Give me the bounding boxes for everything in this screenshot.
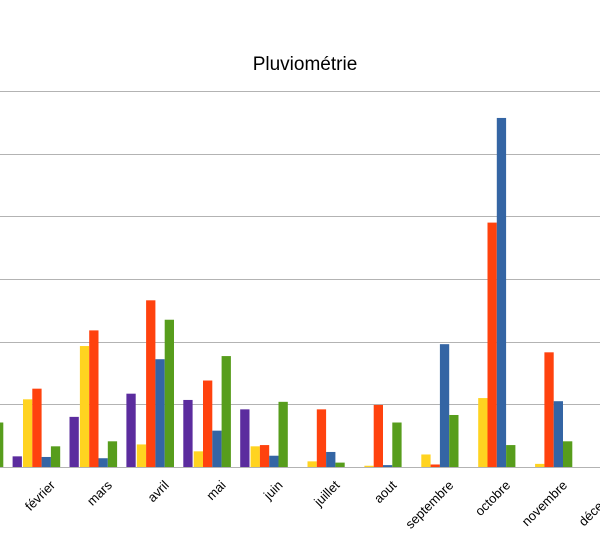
bar-septembre-series-3: [439, 344, 450, 467]
bar-mars-series-6: [126, 393, 136, 467]
bar-mars-series-4: [107, 441, 118, 467]
bar-mai-series-4: [221, 356, 231, 467]
bar-février-series-4: [50, 446, 61, 467]
x-tick-label: septembre: [402, 478, 456, 532]
bar-aout-series-2: [373, 404, 383, 467]
bar-octobre-series-2: [487, 222, 497, 467]
x-axis-labels: janvier février mars avril mai juin juillet aou…: [0, 477, 600, 532]
bars: [0, 117, 573, 467]
x-tick-label: juin: [260, 478, 286, 504]
x-tick-label: avril: [144, 477, 172, 505]
bar-juillet-series-1: [307, 461, 317, 467]
bar-aout-series-4: [392, 422, 402, 467]
bar-octobre-series-3: [496, 117, 507, 467]
bar-mars-series-3: [98, 458, 108, 467]
bar-mai-series-2: [203, 380, 213, 467]
bar-mai-series-3: [212, 430, 222, 467]
bar-septembre-series-1: [421, 454, 431, 467]
bar-juin-series-4: [278, 401, 288, 467]
bar-juillet-series-3: [326, 451, 336, 467]
bar-avril-series-3: [155, 359, 165, 467]
bar-juin-series-2: [259, 445, 270, 467]
bar-janvier-series-6: [12, 456, 22, 467]
x-tick-label: novembre: [519, 478, 570, 529]
x-tick-label: mars: [84, 477, 115, 508]
bar-mai-series-1: [193, 451, 203, 467]
bar-mai-series-6: [240, 409, 250, 467]
bar-novembre-series-1: [535, 463, 545, 467]
bar-février-series-6: [69, 416, 79, 467]
x-tick-label: octobre: [472, 478, 513, 519]
x-tick-label: aout: [371, 477, 400, 506]
bar-avril-series-6: [183, 399, 193, 467]
bar-juillet-series-4: [335, 462, 345, 467]
bar-juin-series-3: [269, 455, 279, 467]
x-tick-label: mai: [203, 477, 228, 502]
bar-mars-series-1: [79, 346, 90, 467]
x-tick-label: juillet: [310, 477, 343, 510]
bar-juillet-series-2: [316, 409, 327, 467]
bar-février-series-1: [23, 399, 33, 467]
bar-aout-series-3: [383, 465, 393, 467]
bar-novembre-series-2: [544, 352, 554, 467]
bar-novembre-series-4: [563, 441, 573, 467]
x-tick-label: janvier: [0, 477, 2, 516]
bar-octobre-series-1: [478, 398, 488, 467]
bar-novembre-series-3: [553, 401, 563, 467]
bar-aout-series-1: [364, 465, 374, 467]
x-tick-label: décembre: [576, 478, 600, 529]
bar-février-series-2: [32, 388, 42, 467]
bar-septembre-series-4: [449, 414, 459, 467]
bar-février-series-3: [41, 456, 51, 467]
bar-janvier-series-4: [0, 422, 4, 467]
bar-septembre-series-2: [430, 464, 440, 467]
x-tick-label: février: [22, 477, 59, 514]
bar-octobre-series-4: [506, 445, 516, 467]
bar-avril-series-2: [146, 300, 156, 467]
bar-juin-series-1: [250, 446, 260, 467]
grid: [0, 91, 600, 468]
bar-mars-series-2: [89, 330, 99, 467]
chart-title: Pluviométrie: [253, 54, 358, 75]
bar-avril-series-4: [164, 319, 174, 467]
bar-avril-series-1: [136, 444, 147, 467]
